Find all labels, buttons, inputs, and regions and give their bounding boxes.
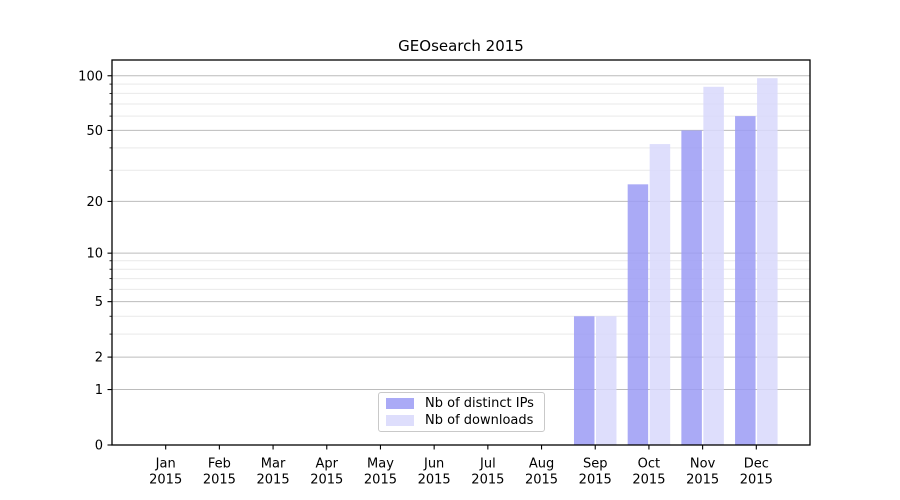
x-tick-label-year-oct: 2015 — [632, 473, 665, 488]
legend-label-nb-of-distinct-ips: Nb of distinct IPs — [425, 396, 534, 412]
bar-nb-of-downloads-dec — [757, 78, 778, 446]
bar-nb-of-distinct-ips-oct — [627, 184, 649, 445]
x-tick-label-month-oct: Oct — [638, 457, 660, 472]
x-tick-label-month-dec: Dec — [744, 457, 769, 472]
legend-label-nb-of-downloads: Nb of downloads — [425, 412, 534, 428]
x-tick-label-year-mar: 2015 — [257, 473, 290, 488]
x-tick-label-year-may: 2015 — [364, 473, 397, 488]
x-tick-label-year-feb: 2015 — [203, 473, 236, 488]
y-tick-label-0: 0 — [95, 439, 103, 454]
x-tick-label-year-jun: 2015 — [418, 473, 451, 488]
bar-nb-of-distinct-ips-nov — [681, 130, 702, 445]
x-tick-label-year-dec: 2015 — [740, 473, 773, 488]
bar-nb-of-distinct-ips-dec — [735, 116, 756, 445]
legend-item-nb-of-downloads: Nb of downloads — [386, 413, 537, 428]
x-tick-label-year-aug: 2015 — [525, 473, 558, 488]
x-tick-label-month-aug: Aug — [529, 457, 554, 472]
x-tick-label-month-jan: Jan — [155, 457, 176, 472]
y-tick-label-100: 100 — [78, 69, 103, 84]
chart-title: GEOsearch 2015 — [398, 37, 524, 55]
y-tick-label-50: 50 — [86, 124, 103, 139]
y-tick-label-1: 1 — [95, 383, 103, 398]
legend: Nb of distinct IPs Nb of downloads — [378, 392, 545, 432]
x-tick-label-month-jun: Jun — [423, 457, 444, 472]
bar-nb-of-downloads-nov — [703, 86, 724, 446]
y-tick-label-5: 5 — [95, 295, 103, 310]
x-tick-label-month-jul: Jul — [479, 457, 496, 472]
x-tick-label-year-jul: 2015 — [471, 473, 504, 488]
x-tick-label-month-sep: Sep — [583, 457, 608, 472]
x-tick-label-year-apr: 2015 — [310, 473, 343, 488]
x-tick-label-year-nov: 2015 — [686, 473, 719, 488]
legend-swatch-nb-of-downloads — [386, 414, 414, 426]
bar-nb-of-downloads-oct — [649, 144, 671, 445]
y-tick-label-20: 20 — [86, 195, 103, 210]
x-tick-label-month-nov: Nov — [690, 457, 716, 472]
y-tick-label-10: 10 — [86, 247, 103, 262]
x-tick-label-month-apr: Apr — [316, 457, 339, 472]
x-tick-label-year-sep: 2015 — [579, 473, 612, 488]
legend-item-nb-of-distinct-ips: Nb of distinct IPs — [386, 396, 537, 411]
x-tick-label-month-may: May — [367, 457, 394, 472]
y-tick-label-2: 2 — [95, 351, 103, 366]
legend-swatch-nb-of-distinct-ips — [386, 398, 414, 410]
x-tick-label-month-feb: Feb — [208, 457, 231, 472]
x-tick-label-month-mar: Mar — [261, 457, 286, 472]
bar-nb-of-downloads-sep — [595, 316, 617, 445]
bar-nb-of-distinct-ips-sep — [573, 316, 595, 445]
axes-frame — [111, 59, 811, 446]
x-tick-label-year-jan: 2015 — [149, 473, 182, 488]
